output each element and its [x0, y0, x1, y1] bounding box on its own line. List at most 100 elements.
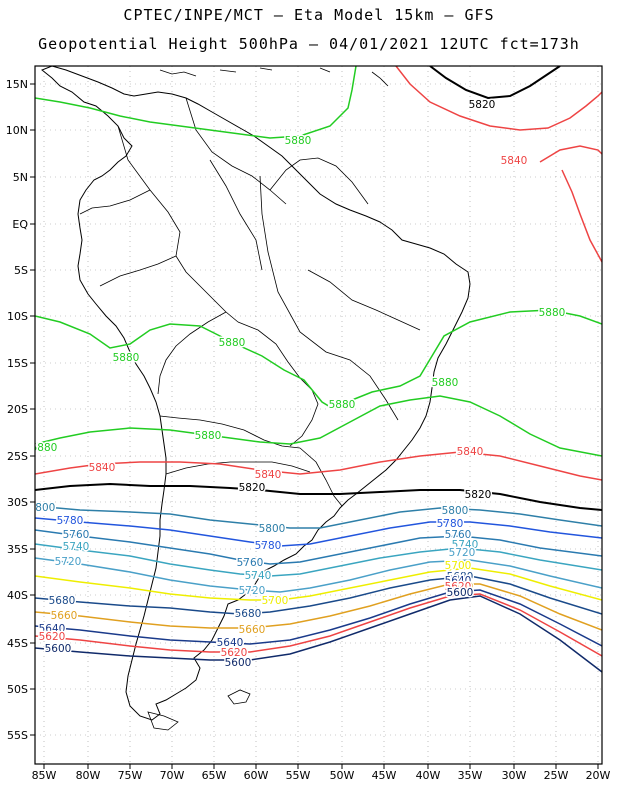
contour-label-5880: 5880 [195, 430, 222, 442]
lon-tick-label: 65W [202, 769, 227, 782]
contour-label-5760: 5760 [237, 557, 264, 569]
contour-label-5680: 5680 [447, 571, 474, 583]
contour-label-5720: 5720 [239, 585, 266, 597]
contour-5700 [35, 567, 602, 601]
contour-5880 [35, 66, 357, 139]
contour-5840 [35, 451, 602, 481]
contour-label-5780: 5780 [255, 540, 282, 552]
lat-tick-label: 45S [7, 637, 28, 650]
contour-label-5700: 5700 [262, 595, 289, 607]
lon-tick-label: 25W [544, 769, 569, 782]
contour-label-5880: 5880 [432, 377, 459, 389]
lat-tick-label: 20S [7, 403, 28, 416]
contour-label-5840: 5840 [255, 469, 282, 481]
contour-labels: 5880 5880 5880 5880 5880 5880 5880 5880 5840 5840… [29, 98, 567, 671]
contour-5760 [35, 529, 602, 565]
contour-label-5620: 5620 [445, 581, 472, 593]
lon-tick-label: 30W [502, 769, 527, 782]
contour-5660 [35, 583, 602, 631]
falkland-islands [227, 689, 251, 705]
lon-tick-label: 35W [458, 769, 483, 782]
contour-label-5660: 5660 [447, 581, 474, 593]
contour-label-5740: 5740 [452, 539, 479, 551]
contour-label-5660: 5660 [51, 610, 78, 622]
lat-tick-label: 5N [13, 171, 28, 184]
contour-label-5660: 5660 [239, 624, 266, 636]
contour-label-5600: 5600 [225, 657, 252, 669]
tierra-del-fuego [147, 711, 179, 731]
contour-label-5880: 5880 [329, 399, 356, 411]
contour-5680 [35, 575, 602, 615]
contour-label-5780: 5780 [57, 515, 84, 527]
contour-label-5740: 5740 [245, 570, 272, 582]
contour-5820 [429, 66, 561, 100]
contour-label-5800: 5800 [29, 502, 56, 514]
contour-label-5880: 5880 [285, 135, 312, 147]
contour-5780 [35, 517, 602, 547]
map-content [41, 66, 471, 731]
contour-label-5720: 5720 [55, 556, 82, 568]
contour-5880 [35, 309, 602, 409]
map-title-line2: Geopotential Height 500hPa – 04/01/2021 … [38, 35, 580, 53]
contour-5640 [35, 589, 602, 647]
contour-label-5680: 5680 [235, 608, 262, 620]
contour-label-5740: 5740 [63, 541, 90, 553]
contour-lines [35, 66, 602, 673]
lon-tick-label: 40W [416, 769, 441, 782]
lon-tick-label: 70W [160, 769, 185, 782]
map-frame [34, 65, 603, 765]
contour-label-5880: 5880 [219, 337, 246, 349]
contour-label-5620: 5620 [39, 631, 66, 643]
axis-ticks: 85W 80W 75W 70W 65W 60W 55W 50W 45W 40W 35W 30W 25W 2… [6, 78, 611, 782]
lat-tick-label: 10N [6, 124, 28, 137]
contour-label-5760: 5760 [63, 529, 90, 541]
plot-area [35, 66, 602, 764]
lat-tick-label: 5S [14, 264, 28, 277]
contour-label-5640: 5640 [445, 575, 472, 587]
contour-label-5800: 5800 [442, 505, 469, 517]
lon-tick-label: 85W [32, 769, 57, 782]
contour-label-5880: 5880 [113, 352, 140, 364]
lat-tick-label: EQ [12, 218, 28, 231]
lon-tick-label: 75W [118, 769, 143, 782]
contour-label-5880: 5880 [539, 307, 566, 319]
contour-label-5600: 5600 [447, 587, 474, 599]
lon-tick-label: 55W [286, 769, 311, 782]
contour-5620 [35, 593, 602, 657]
contour-5740 [35, 543, 602, 577]
lat-tick-label: 10S [7, 310, 28, 323]
contour-5820 [35, 482, 602, 511]
contour-label-5780: 5780 [437, 518, 464, 530]
lat-tick-label: 25S [7, 450, 28, 463]
lat-tick-label: 40S [7, 589, 28, 602]
contour-label-5640: 5640 [39, 623, 66, 635]
contour-label-5820: 5820 [239, 482, 266, 494]
lat-tick-label: 55S [7, 729, 28, 742]
contour-label-5720: 5720 [449, 547, 476, 559]
contour-label-5700: 5700 [445, 560, 472, 572]
contour-label-5760: 5760 [445, 529, 472, 541]
contour-5840 [561, 169, 602, 263]
contour-5800 [35, 505, 602, 529]
contour-label-5640: 5640 [217, 637, 244, 649]
contour-label-5620: 5620 [221, 647, 248, 659]
contour-5600 [35, 595, 602, 673]
lat-tick-label: 15S [7, 357, 28, 370]
contour-label-5880: 5880 [31, 442, 58, 454]
contour-5840 [539, 145, 602, 163]
contour-label-5600: 5600 [45, 643, 72, 655]
caribbean-islands [159, 67, 389, 87]
contour-label-5800: 5800 [259, 523, 286, 535]
contour-label-5840: 5840 [89, 462, 116, 474]
lat-tick-label: 15N [6, 78, 28, 91]
contour-label-5840: 5840 [501, 155, 528, 167]
lon-tick-label: 60W [244, 769, 269, 782]
lon-tick-label: 80W [76, 769, 101, 782]
lat-tick-label: 30S [7, 496, 28, 509]
lon-tick-label: 50W [330, 769, 355, 782]
contour-5840 [395, 66, 602, 131]
map-title-line1: CPTEC/INPE/MCT – Eta Model 15km – GFS [123, 6, 495, 24]
contour-label-5840: 5840 [457, 446, 484, 458]
country-borders [79, 97, 421, 507]
